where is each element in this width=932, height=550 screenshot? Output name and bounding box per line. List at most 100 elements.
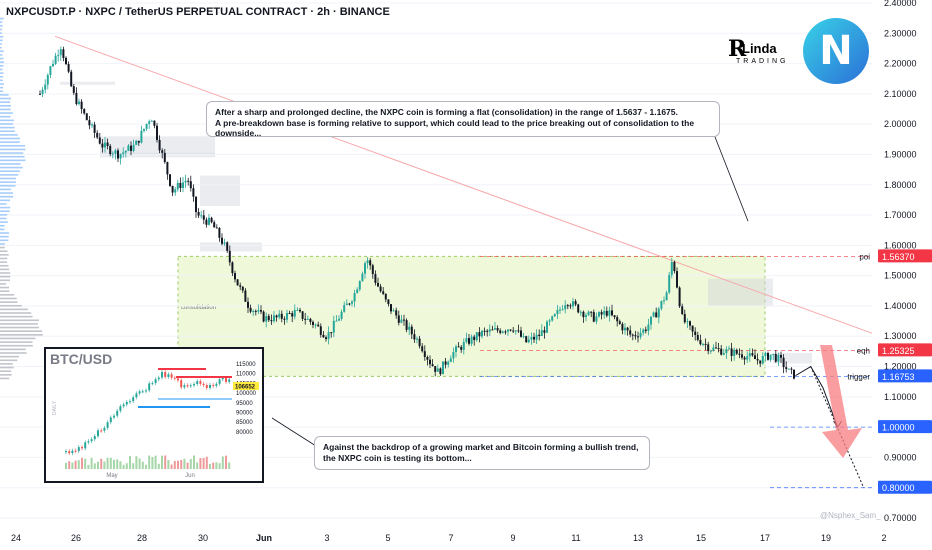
candle-body (749, 353, 751, 356)
candle-body (140, 131, 142, 143)
candle-body (434, 366, 436, 372)
candle-body (616, 317, 618, 321)
volume-profile-bar (0, 167, 23, 169)
inset-candle-body (65, 451, 67, 452)
volume-profile-bar (0, 203, 6, 205)
inset-volume-bar (107, 458, 109, 469)
candle-body (273, 315, 275, 321)
candle-body (268, 316, 270, 320)
volume-profile-bar (0, 112, 13, 114)
volume-profile-bar (0, 370, 11, 372)
volume-profile-bar (0, 156, 25, 158)
inset-volume-bar (135, 456, 137, 469)
y-tick-label: 0.70000 (884, 513, 917, 523)
y-tick-label: 1.30000 (884, 331, 917, 341)
candle-body (515, 330, 517, 331)
candle-body (346, 304, 348, 305)
candle-body (265, 316, 267, 321)
inset-volume-bar (187, 463, 189, 469)
candle-body (725, 349, 727, 353)
volume-profile-bar (0, 225, 5, 227)
volume-profile-bar (0, 367, 14, 369)
candle-body (663, 300, 665, 301)
candle-body (312, 322, 314, 325)
candle-body (153, 121, 155, 126)
candle-body (497, 328, 499, 330)
candle-body (255, 311, 257, 312)
inset-volume-bar (219, 463, 221, 469)
x-tick-label: Jun (256, 533, 272, 543)
inset-volume-bar (161, 456, 163, 469)
volume-profile-bar (0, 316, 33, 318)
candle-body (481, 331, 483, 337)
candle-body (242, 287, 244, 291)
candle-body (351, 302, 353, 304)
volume-profile-bar (0, 298, 17, 300)
inset-candle-body (81, 447, 83, 448)
candle-body (502, 331, 504, 332)
candle-body (317, 325, 319, 327)
candle-body (234, 273, 236, 279)
inset-volume-bar (212, 463, 214, 469)
inset-price-badge-label: 106652 (235, 385, 256, 391)
rlinda-logo-word: Linda (742, 41, 777, 56)
candle-body (554, 314, 556, 316)
inset-candle-body (68, 451, 70, 453)
candle-body (611, 310, 613, 315)
candle-body (348, 304, 350, 305)
candle-body (762, 356, 764, 364)
inset-volume-bar (110, 458, 112, 469)
candle-body (629, 330, 631, 334)
inset-volume-bar (148, 456, 150, 469)
candle-body (216, 227, 218, 228)
price-badge-label: 1.56370 (882, 252, 915, 262)
inset-candle-body (71, 451, 73, 453)
candle-body (109, 146, 111, 154)
candle-body (369, 260, 371, 265)
volume-profile-bar (0, 254, 9, 256)
inset-candle-body (177, 378, 179, 380)
inset-y-tick: 110000 (236, 372, 256, 378)
candle-body (632, 335, 634, 336)
candle-body (221, 238, 223, 244)
candle-body (281, 314, 283, 319)
candle-body (42, 90, 44, 94)
candle-body (785, 367, 787, 369)
candle-body (627, 328, 629, 331)
candle-body (146, 124, 148, 129)
candle-body (169, 174, 171, 186)
candle-body (585, 315, 587, 317)
volume-profile-bar (0, 359, 17, 361)
candle-body (104, 143, 106, 148)
inset-volume-bar (123, 465, 125, 469)
candle-body (205, 220, 207, 225)
candle-body (117, 150, 119, 158)
volume-profile-bar (0, 294, 14, 296)
inset-volume-bar (126, 463, 128, 469)
x-tick-label: 28 (137, 533, 147, 543)
inset-candle-body (113, 416, 115, 418)
volume-profile-bar (0, 287, 9, 289)
volume-profile-bar (0, 269, 9, 271)
volume-profile-bar (0, 109, 11, 111)
rlinda-logo-sub: TRADING (736, 58, 789, 65)
candle-body (81, 102, 83, 109)
volume-profile-bar (0, 250, 7, 252)
volume-profile-bar (0, 83, 4, 85)
volume-profile-bar (0, 214, 7, 216)
candle-body (283, 319, 285, 320)
candle-body (450, 358, 452, 362)
inset-candle-body (222, 378, 224, 379)
volume-profile-bar (0, 40, 3, 42)
candle-body (679, 288, 681, 307)
candle-body (335, 321, 337, 322)
candle-body (489, 329, 491, 331)
candle-body (239, 285, 241, 286)
candle-body (439, 368, 441, 374)
candle-body (572, 301, 574, 306)
candle-body (270, 320, 272, 321)
candle-body (338, 319, 340, 321)
candle-body (658, 309, 660, 318)
inset-volume-bar (174, 461, 176, 469)
level-name-trigger: trigger (847, 372, 870, 381)
